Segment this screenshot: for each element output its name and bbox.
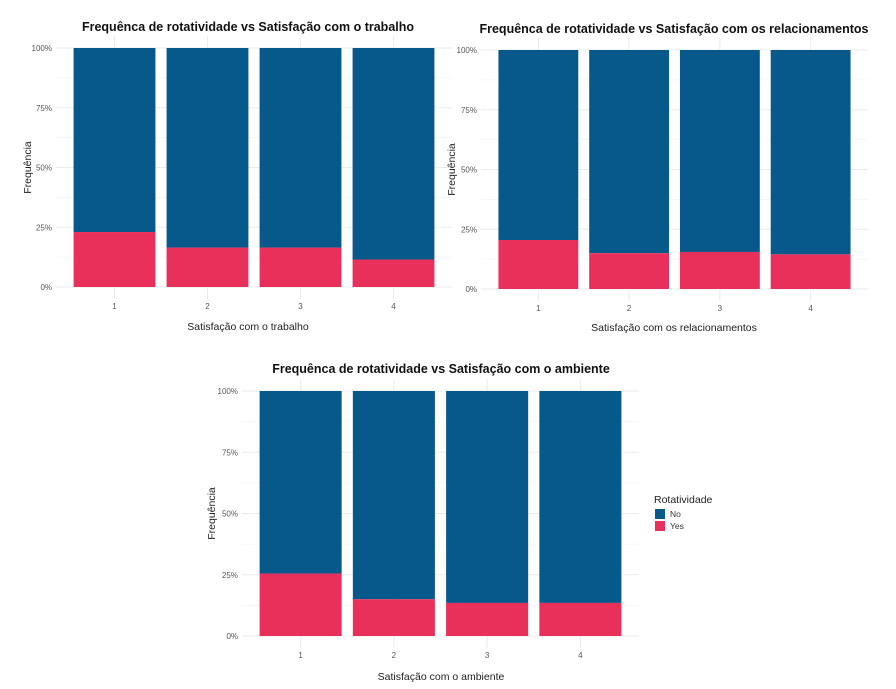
y-tick-label: 0%	[40, 283, 52, 292]
chart-title: Frequênca de rotatividade vs Satisfação …	[479, 22, 868, 36]
y-tick-label: 75%	[461, 106, 477, 115]
bar-yes-4	[539, 602, 622, 636]
legend-label-no: No	[670, 509, 681, 519]
y-tick-label: 75%	[222, 448, 238, 457]
x-tick-label: 1	[112, 302, 117, 311]
y-tick-label: 50%	[461, 166, 477, 175]
bar-no-4	[770, 50, 851, 255]
bar-yes-2	[166, 247, 249, 287]
y-axis-title: Frequência	[22, 141, 34, 194]
x-tick-label: 4	[578, 651, 583, 660]
bar-yes-3	[446, 602, 529, 636]
bar-no-1	[259, 391, 342, 574]
x-axis-title: Satisfação com os relacionamentos	[591, 322, 757, 334]
x-tick-label: 1	[536, 304, 541, 313]
bar-yes-1	[498, 240, 579, 289]
chart-panel-1: 1 2 3 4 0% 25% 50% 75% 100% Frequênca de rotativi…	[22, 20, 452, 333]
y-tick-label: 25%	[36, 223, 52, 232]
bar-yes-1	[259, 573, 342, 636]
y-tick-label: 50%	[222, 510, 238, 519]
bar-yes-1	[73, 232, 156, 287]
y-axis-title: Frequência	[206, 487, 218, 540]
bar-no-2	[166, 48, 249, 248]
legend-swatch-yes	[655, 521, 665, 531]
x-tick-label: 4	[808, 304, 813, 313]
legend-title: Rotatividade	[654, 494, 713, 506]
chart-panel-3: 1 2 3 4 0% 25% 50% 75% 100% Frequênca de rotativi…	[206, 362, 639, 683]
chart-title: Frequênca de rotatividade vs Satisfação …	[272, 362, 610, 376]
bar-yes-4	[770, 254, 851, 289]
y-tick-label: 100%	[218, 387, 238, 396]
bar-yes-3	[259, 247, 342, 287]
bar-yes-2	[352, 599, 435, 636]
x-axis-title: Satisfação com o trabalho	[187, 321, 309, 333]
y-tick-label: 25%	[222, 571, 238, 580]
bar-yes-4	[352, 259, 435, 287]
bar-yes-2	[589, 253, 670, 289]
y-tick-label: 50%	[36, 164, 52, 173]
bar-no-3	[446, 391, 529, 603]
x-tick-label: 1	[298, 651, 303, 660]
y-tick-label: 0%	[226, 632, 238, 641]
y-tick-label: 100%	[457, 46, 477, 55]
legend: Rotatividade No Yes	[654, 494, 713, 531]
x-tick-label: 2	[205, 302, 210, 311]
bar-no-3	[679, 50, 760, 252]
bar-no-1	[73, 48, 156, 233]
bar-no-4	[352, 48, 435, 260]
x-tick-label: 3	[298, 302, 303, 311]
bar-no-4	[539, 391, 622, 603]
x-tick-label: 2	[392, 651, 397, 660]
bar-yes-3	[679, 251, 760, 289]
x-tick-label: 4	[391, 302, 396, 311]
chart-panel-2: 1 2 3 4 0% 25% 50% 75% 100% Frequênca de rotativi…	[446, 22, 869, 334]
bar-no-2	[589, 50, 670, 254]
x-tick-label: 2	[627, 304, 632, 313]
x-tick-label: 3	[718, 304, 723, 313]
y-tick-label: 0%	[465, 285, 477, 294]
y-tick-label: 100%	[32, 44, 52, 53]
bar-no-2	[352, 391, 435, 600]
legend-label-yes: Yes	[670, 521, 684, 531]
legend-swatch-no	[655, 509, 665, 519]
y-tick-label: 25%	[461, 225, 477, 234]
bar-no-3	[259, 48, 342, 248]
x-axis-title: Satisfação com o ambiente	[378, 671, 505, 683]
bar-no-1	[498, 50, 579, 241]
x-tick-label: 3	[485, 651, 490, 660]
y-axis-title: Frequência	[446, 143, 458, 196]
y-tick-label: 75%	[36, 104, 52, 113]
chart-title: Frequênca de rotatividade vs Satisfação …	[82, 20, 414, 34]
